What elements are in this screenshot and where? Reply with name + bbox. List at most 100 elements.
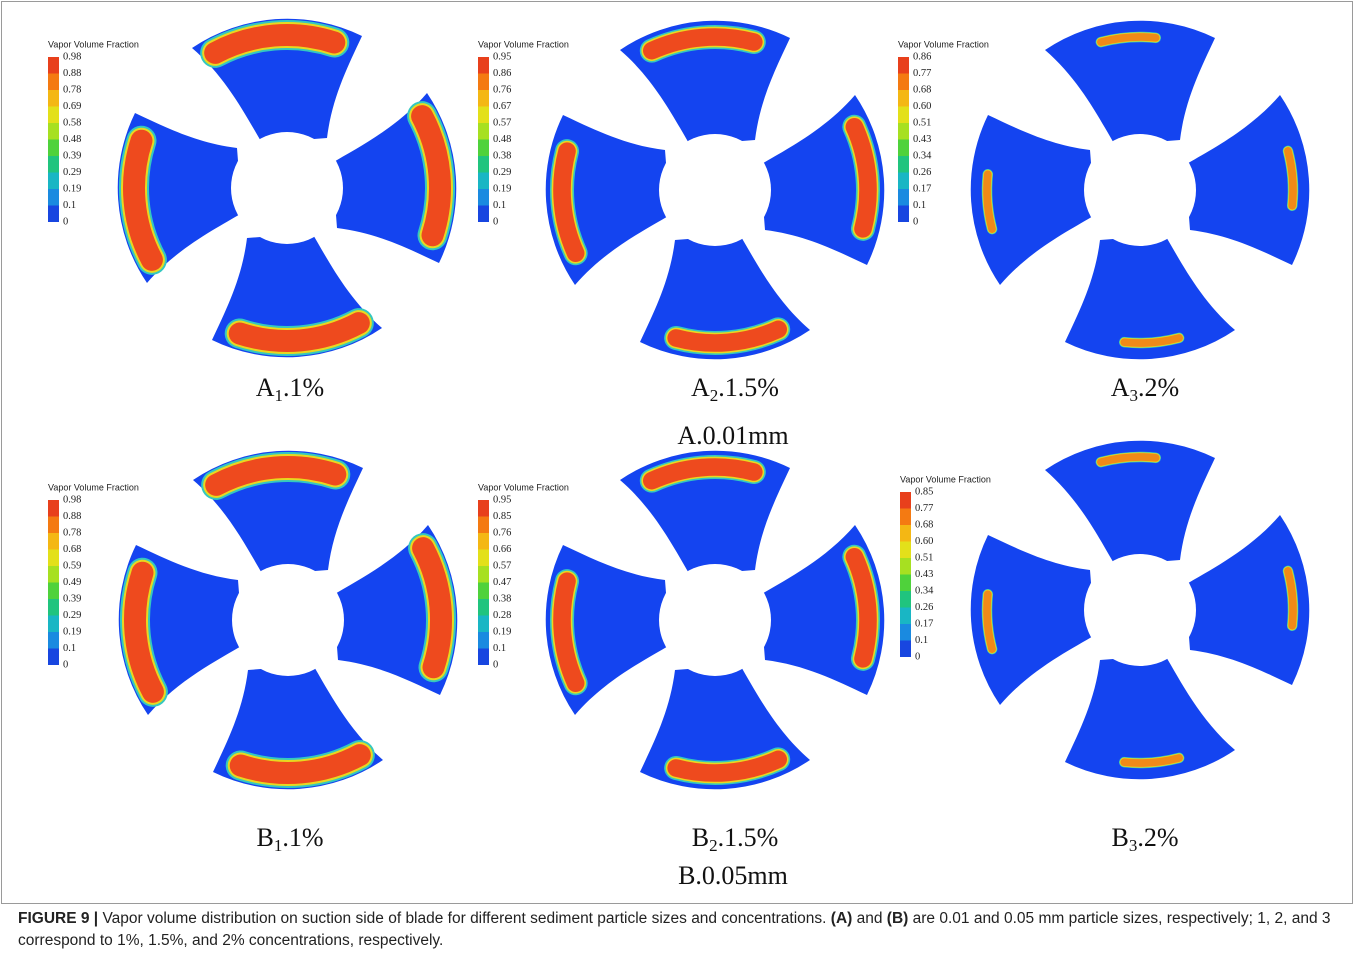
legend-band	[478, 583, 489, 600]
legend-level: 0	[63, 659, 68, 670]
legend-band	[48, 550, 59, 567]
panel-rest: .1.5%	[718, 373, 779, 402]
blade	[333, 525, 457, 695]
legend-band	[48, 632, 59, 649]
caption: FIGURE 9 | Vapor volume distribution on …	[18, 908, 1338, 952]
legend-level: 0.57	[493, 560, 511, 571]
legend-band	[48, 74, 59, 91]
rotor	[118, 19, 457, 358]
legend-level: 0.28	[493, 610, 511, 621]
panel-letter: B	[1111, 823, 1128, 852]
blade	[1185, 95, 1309, 265]
legend-band	[478, 74, 489, 91]
legend-level: 0.76	[493, 527, 511, 538]
blade	[118, 113, 242, 283]
caption-text: and	[852, 910, 886, 927]
blade	[640, 665, 810, 789]
legend-level: 0.98	[63, 51, 81, 62]
blade	[213, 665, 383, 789]
legend-level: 0	[913, 216, 918, 227]
legend-band	[48, 583, 59, 600]
panel-letter: B	[692, 823, 709, 852]
legend-title: Vapor Volume Fraction	[898, 39, 989, 49]
legend-level: 0.1	[63, 200, 76, 211]
legend-level: 0.68	[63, 544, 81, 555]
legend-band	[898, 173, 909, 190]
legend-band	[478, 649, 489, 666]
legend-band	[478, 173, 489, 190]
legend-level: 0.88	[63, 68, 81, 79]
legend-level: 0.76	[493, 84, 511, 95]
blade	[546, 115, 670, 285]
legend-level: 0.60	[915, 536, 933, 547]
legend-band	[898, 57, 909, 74]
legend-band	[48, 566, 59, 583]
caption-text: Vapor volume distribution on suction sid…	[98, 910, 831, 927]
blade	[971, 535, 1095, 705]
legend-level: 0.1	[63, 643, 76, 654]
blade	[640, 235, 810, 359]
legend-band	[900, 509, 911, 526]
legend-title: Vapor Volume Fraction	[478, 39, 569, 49]
blade	[193, 451, 363, 575]
legend-level: 0.39	[63, 150, 81, 161]
legend-level: 0.1	[913, 200, 926, 211]
legend-level: 0.86	[493, 68, 511, 79]
legend-band	[478, 107, 489, 124]
legend-level: 0.68	[913, 84, 931, 95]
panel-label: A1.1%	[256, 373, 324, 405]
legend-level: 0.88	[63, 511, 81, 522]
legend-level: 0.85	[493, 511, 511, 522]
legend-title: Vapor Volume Fraction	[900, 474, 991, 484]
panel-letter: B	[256, 823, 273, 852]
blade	[546, 545, 670, 715]
blade	[212, 233, 382, 357]
legend-level: 0.26	[913, 167, 931, 178]
legend-level: 0.58	[63, 117, 81, 128]
legend-level: 0.19	[493, 626, 511, 637]
legend-level: 0.78	[63, 84, 81, 95]
legend-band	[48, 599, 59, 616]
caption-text: (B)	[887, 910, 909, 927]
legend-band	[898, 189, 909, 206]
panel-subscript: 3	[1130, 386, 1139, 405]
panel-rest: .1.5%	[718, 823, 779, 852]
legend-level: 0.60	[913, 101, 931, 112]
legend-band	[898, 90, 909, 107]
group-label: A.0.01mm	[677, 421, 788, 450]
panel-letter: A	[256, 373, 275, 402]
panel-label: A2.1.5%	[691, 373, 779, 405]
legend-band	[48, 123, 59, 140]
legend-level: 0.29	[493, 167, 511, 178]
legend-level: 0.43	[913, 134, 931, 145]
blade	[1065, 655, 1235, 779]
legend-level: 0.1	[915, 635, 928, 646]
legend-band	[48, 156, 59, 173]
legend-level: 0.86	[913, 51, 931, 62]
legend-level: 0.49	[63, 577, 81, 588]
blade	[192, 19, 362, 143]
legend-level: 0.17	[915, 618, 933, 629]
legend-band	[478, 533, 489, 550]
legend-band	[48, 649, 59, 666]
rotor	[546, 451, 885, 790]
legend-level: 0.85	[915, 486, 933, 497]
legend-level: 0.43	[915, 569, 933, 580]
legend-title: Vapor Volume Fraction	[478, 482, 569, 492]
legend-band	[898, 140, 909, 157]
legend-band	[48, 500, 59, 517]
legend-level: 0.69	[63, 101, 81, 112]
panel-subscript: 2	[709, 836, 718, 855]
panel-label: B2.1.5%	[692, 823, 779, 855]
legend-band	[900, 525, 911, 542]
blade	[332, 93, 456, 263]
legend-band	[478, 57, 489, 74]
legend-level: 0.19	[63, 183, 81, 194]
legend-level: 0.98	[63, 494, 81, 505]
legend-level: 0.51	[915, 552, 933, 563]
legend-level: 0	[63, 216, 68, 227]
legend-band	[48, 206, 59, 223]
legend-band	[478, 550, 489, 567]
legend-level: 0.1	[493, 643, 506, 654]
legend-band	[900, 558, 911, 575]
